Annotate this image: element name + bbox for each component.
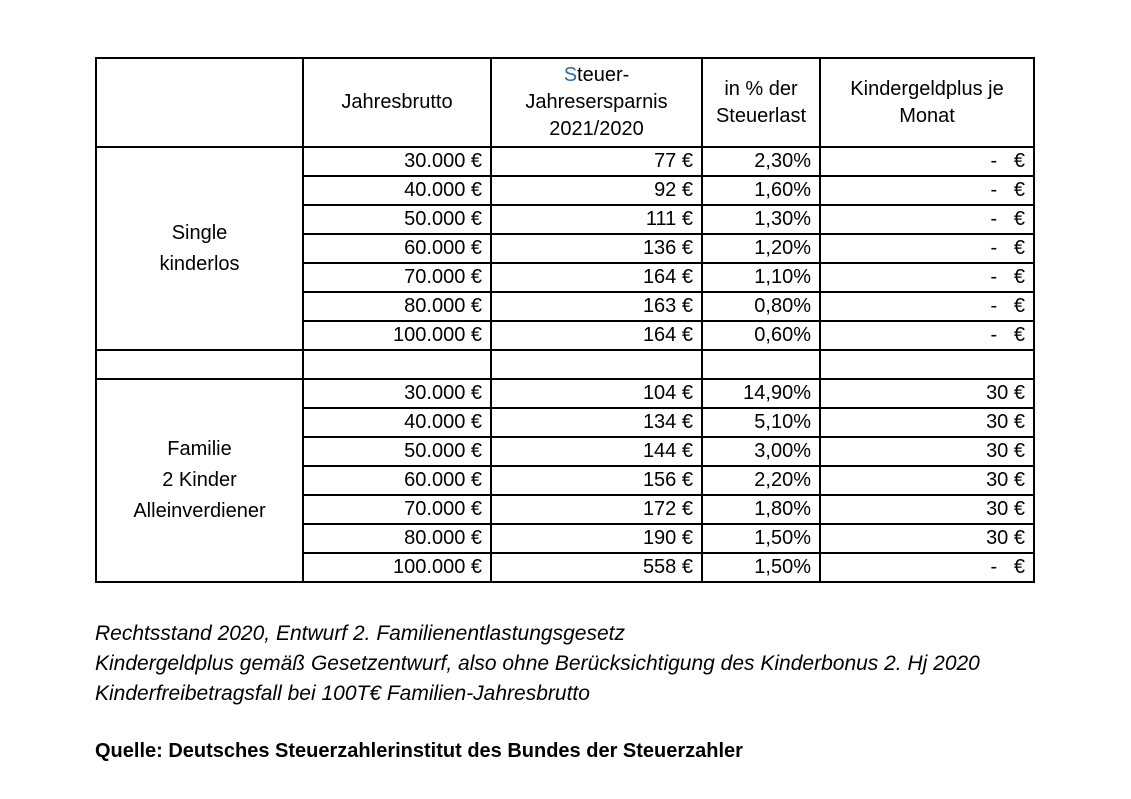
cell-steuerlast-pct: 1,50% <box>701 552 821 583</box>
col-header-steuerlast-pct: in % der Steuerlast <box>701 57 821 148</box>
spacer-cell <box>819 349 1035 380</box>
cell-steuerlast-pct: 3,00% <box>701 436 821 467</box>
footnotes-block: Rechtsstand 2020, Entwurf 2. Familienent… <box>95 619 1035 709</box>
table-row: 60.000 € 156 € 2,20% 30 € <box>96 465 1035 496</box>
cell-steuerlast-pct: 5,10% <box>701 407 821 438</box>
col-header-kindergeldplus: Kindergeldplus je Monat <box>819 57 1035 148</box>
table-row: 70.000 € 172 € 1,80% 30 € <box>96 494 1035 525</box>
cell-steuerlast-pct: 1,50% <box>701 523 821 554</box>
table-row: 50.000 € 144 € 3,00% 30 € <box>96 436 1035 467</box>
source-line: Quelle: Deutsches Steuerzahlerinstitut d… <box>95 740 743 762</box>
cell-jahresbrutto: 100.000 € <box>302 552 492 583</box>
cell-kindergeldplus: - € <box>819 175 1035 206</box>
footnote-line: Kindergeldplus gemäß Gesetzentwurf, also… <box>95 652 980 675</box>
tax-table-sheet: Jahresbrutto Steuer- Jahresersparnis 202… <box>95 57 1035 763</box>
cell-kindergeldplus: 30 € <box>819 436 1035 467</box>
cell-steuerersparnis: 163 € <box>490 291 703 322</box>
cell-steuerlast-pct: 1,60% <box>701 175 821 206</box>
row-group-label-familie: Familie 2 Kinder Alleinverdiener <box>95 378 304 583</box>
col-header-jahresbrutto: Jahresbrutto <box>302 57 492 148</box>
cell-steuerersparnis: 156 € <box>490 465 703 496</box>
cell-steuerersparnis: 77 € <box>490 146 703 177</box>
cell-kindergeldplus: - € <box>819 146 1035 177</box>
col-header-steuerersparnis-line1: Steuer- <box>563 64 630 86</box>
footnote-line: Rechtsstand 2020, Entwurf 2. Familienent… <box>95 622 625 645</box>
table-row: 40.000 € 134 € 5,10% 30 € <box>96 407 1035 438</box>
cell-steuerlast-pct: 1,80% <box>701 494 821 525</box>
cell-steuerersparnis: 111 € <box>490 204 703 235</box>
table-row: Familie 2 Kinder Alleinverdiener 30.000 … <box>95 378 1035 583</box>
table-row: 80.000 € 190 € 1,50% 30 € <box>96 523 1035 554</box>
cell-kindergeldplus: 30 € <box>819 378 1035 409</box>
cell-steuerersparnis: 144 € <box>490 436 703 467</box>
cell-jahresbrutto: 40.000 € <box>302 175 492 206</box>
cell-jahresbrutto: 50.000 € <box>302 204 492 235</box>
table-row: 80.000 € 163 € 0,80% - € <box>96 291 1035 322</box>
table-row: 60.000 € 136 € 1,20% - € <box>96 233 1035 264</box>
table-row: 50.000 € 111 € 1,30% - € <box>96 204 1035 235</box>
cell-steuerersparnis: 172 € <box>490 494 703 525</box>
cell-steuerersparnis: 164 € <box>490 320 703 351</box>
cell-kindergeldplus: 30 € <box>819 494 1035 525</box>
cell-steuerersparnis: 104 € <box>490 378 703 409</box>
col-header-steuerersparnis-line3: 2021/2020 <box>549 118 644 140</box>
cell-jahresbrutto: 100.000 € <box>302 320 492 351</box>
cell-steuerersparnis: 134 € <box>490 407 703 438</box>
cell-kindergeldplus: 30 € <box>819 465 1035 496</box>
accent-letter: S <box>563 64 578 86</box>
cell-steuerlast-pct: 1,10% <box>701 262 821 293</box>
cell-steuerersparnis: 164 € <box>490 262 703 293</box>
cell-jahresbrutto: 70.000 € <box>302 262 492 293</box>
cell-kindergeldplus: - € <box>819 291 1035 322</box>
table-row: 100.000 € 164 € 0,60% - € <box>96 320 1035 351</box>
cell-jahresbrutto: 80.000 € <box>302 291 492 322</box>
cell-jahresbrutto: 50.000 € <box>302 436 492 467</box>
cell-steuerlast-pct: 0,60% <box>701 320 821 351</box>
cell-kindergeldplus: - € <box>819 262 1035 293</box>
cell-jahresbrutto: 60.000 € <box>302 465 492 496</box>
table-row: 40.000 € 92 € 1,60% - € <box>96 175 1035 206</box>
col-header-empty <box>95 57 304 148</box>
cell-jahresbrutto: 60.000 € <box>302 233 492 264</box>
cell-steuerlast-pct: 1,30% <box>701 204 821 235</box>
cell-kindergeldplus: - € <box>819 233 1035 264</box>
table-row: Single kinderlos 30.000 € 77 € 2,30% - € <box>95 146 1035 351</box>
col-header-jahresbrutto-label: Jahresbrutto <box>341 91 453 113</box>
cell-jahresbrutto: 30.000 € <box>302 378 492 409</box>
cell-steuerlast-pct: 14,90% <box>701 378 821 409</box>
cell-kindergeldplus: - € <box>819 552 1035 583</box>
spacer-row <box>95 349 1035 380</box>
cell-kindergeldplus: - € <box>819 204 1035 235</box>
cell-steuerlast-pct: 0,80% <box>701 291 821 322</box>
tax-savings-table: Jahresbrutto Steuer- Jahresersparnis 202… <box>95 57 1035 583</box>
spacer-cell <box>95 349 304 380</box>
col-header-steuerersparnis: Steuer- Jahresersparnis 2021/2020 <box>490 57 703 148</box>
table-row: 70.000 € 164 € 1,10% - € <box>96 262 1035 293</box>
spacer-cell <box>302 349 492 380</box>
cell-kindergeldplus: - € <box>819 320 1035 351</box>
spacer-cell <box>701 349 821 380</box>
cell-steuerersparnis: 92 € <box>490 175 703 206</box>
cell-jahresbrutto: 70.000 € <box>302 494 492 525</box>
cell-jahresbrutto: 40.000 € <box>302 407 492 438</box>
footnote-line: Kinderfreibetragsfall bei 100T€ Familien… <box>95 682 590 705</box>
spacer-cell <box>490 349 703 380</box>
cell-jahresbrutto: 30.000 € <box>302 146 492 177</box>
header-row: Jahresbrutto Steuer- Jahresersparnis 202… <box>95 57 1035 148</box>
cell-kindergeldplus: 30 € <box>819 523 1035 554</box>
col-header-steuerersparnis-line2: Jahresersparnis <box>525 91 668 113</box>
cell-steuerlast-pct: 1,20% <box>701 233 821 264</box>
cell-steuerersparnis: 190 € <box>490 523 703 554</box>
table-row: 100.000 € 558 € 1,50% - € <box>96 552 1035 583</box>
cell-jahresbrutto: 80.000 € <box>302 523 492 554</box>
cell-steuerlast-pct: 2,30% <box>701 146 821 177</box>
cell-kindergeldplus: 30 € <box>819 407 1035 438</box>
cell-steuerersparnis: 558 € <box>490 552 703 583</box>
row-group-label-single: Single kinderlos <box>95 146 304 351</box>
cell-steuerlast-pct: 2,20% <box>701 465 821 496</box>
cell-steuerersparnis: 136 € <box>490 233 703 264</box>
